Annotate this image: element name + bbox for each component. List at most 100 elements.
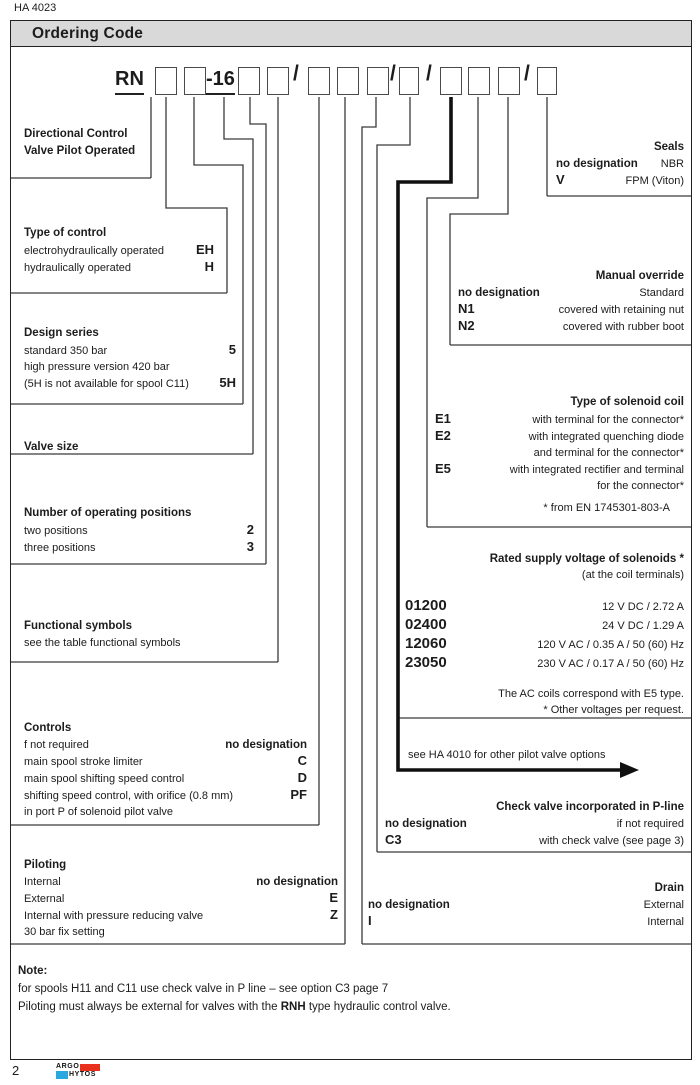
section-seals: Seals no designation NBR V FPM (Viton) [556,139,684,189]
section-operating-positions: Number of operating positions two positi… [24,505,254,556]
section-manual-override: Manual override no designation Standard N… [458,268,684,335]
option-label: f not required [24,739,89,751]
code-box-11 [498,67,520,95]
note-title: Note: [18,965,48,977]
option-label: main spool shifting speed control [24,773,185,785]
option-row: shifting speed control, with orifice (0.… [24,787,307,804]
option-description: covered with rubber boot [562,321,684,333]
voltage-row: 02400 24 V DC / 1.29 A [405,616,684,635]
option-code: H [204,259,214,274]
option-label: (5H is not available for spool C11) [24,378,189,390]
option-code: no designation [458,287,540,299]
option-description: with check valve (see page 3) [539,835,684,847]
option-row: main spool shifting speed control D [24,770,307,787]
option-label: standard 350 bar [24,345,108,357]
option-row: I Internal [368,913,684,930]
option-label: Internal [24,876,61,888]
code-box-12 [537,67,557,95]
section-supply-voltage: Rated supply voltage of solenoids * (at … [405,551,684,718]
logo-red-rect-icon [80,1063,101,1071]
code-separator-3: / [426,62,432,85]
option-row: V FPM (Viton) [556,172,684,189]
option-label: main spool stroke limiter [24,756,143,768]
section-design-series: Design series standard 350 bar 5 high pre… [24,325,236,392]
note-line-1: for spools H11 and C11 use check valve i… [18,983,389,995]
logo-text-argo: ARGO [56,1063,80,1070]
note-block: Note: for spools H11 and C11 use check v… [18,962,638,1016]
section-directional-control: Directional Control Valve Pilot Operated [24,126,135,160]
option-row: External E [24,890,338,907]
option-code: 2 [246,522,254,537]
option-row: N2 covered with rubber boot [458,318,684,335]
code-box-4 [267,67,289,95]
section-title: Piloting [24,859,67,871]
option-row: E1 with terminal for the connector* [435,411,684,428]
section-subtitle: (at the coil terminals) [581,569,684,581]
voltage-code: 23050 [405,654,447,671]
option-code: E2 [435,428,451,443]
voltage-code: 12060 [405,635,447,652]
option-code: Z [330,907,338,922]
option-row: f not required no designation [24,737,307,753]
option-code: 5H [219,375,236,390]
section-valve-size: Valve size [24,439,78,456]
section-title-line2: Valve Pilot Operated [24,145,136,157]
option-row: no designation Standard [458,285,684,301]
argo-hytos-logo: ARGO HYTOS [56,1063,101,1079]
pilot-options-text: see HA 4010 for other pilot valve option… [408,749,606,761]
section-solenoid-coil: Type of solenoid coil E1 with terminal fo… [435,394,684,516]
option-code: I [368,913,372,928]
section-title: Seals [653,141,684,153]
option-label: two positions [24,525,88,537]
option-code: PF [290,787,307,802]
option-row: C3 with check valve (see page 3) [385,832,684,849]
option-description: with integrated quenching diode [528,431,684,443]
option-description: for the connector* [597,480,684,492]
code-separator-4: / [524,62,530,85]
option-row: 30 bar fix setting [24,924,338,940]
page-title: Ordering Code [32,25,144,42]
option-row: high pressure version 420 bar [24,359,236,375]
code-box-10 [468,67,490,95]
option-row: Internal with pressure reducing valve Z [24,907,338,924]
voltage-description: 120 V AC / 0.35 A / 50 (60) Hz [537,639,684,651]
note-line-2: Piloting must always be external for val… [18,998,638,1016]
coil-footnote: * from EN 1745301-803-A [543,502,670,514]
section-title: Rated supply voltage of solenoids * [489,553,684,565]
section-title: Number of operating positions [24,507,192,519]
option-label: electrohydraulically operated [24,245,165,257]
option-label: hydraulically operated [24,262,132,274]
option-row: (5H is not available for spool C11) 5H [24,375,236,392]
section-controls: Controls f not required no designation ma… [24,720,307,820]
option-description: NBR [660,158,684,170]
option-description: FPM (Viton) [625,175,684,187]
option-code: no designation [225,739,307,751]
option-row: electrohydraulically operated EH [24,242,214,259]
section-piloting: Piloting Internal no designation External… [24,857,338,940]
option-code: E [329,890,338,905]
voltage-row: 01200 12 V DC / 2.72 A [405,597,684,616]
document-number: HA 4023 [14,2,57,14]
option-row: in port P of solenoid pilot valve [24,804,307,820]
option-code: EH [195,242,214,257]
option-description: Standard [639,287,684,299]
option-label: in port P of solenoid pilot valve [24,806,173,818]
code-box-1 [155,67,177,95]
option-code: no designation [556,158,638,170]
section-drain: Drain no designation External I Internal [368,880,684,930]
option-row: for the connector* [435,478,684,494]
code-box-2 [184,67,206,95]
option-description: and terminal for the connector* [533,447,684,459]
voltage-code: 02400 [405,616,447,633]
option-row: no designation External [368,897,684,913]
code-size: -16 [206,65,235,95]
note-line-2-text-end: type hydraulic control valve. [305,1001,451,1013]
option-row: no designation if not required [385,816,684,832]
pilot-valve-options-note: see HA 4010 for other pilot valve option… [408,747,648,763]
section-header-bar [10,20,692,47]
voltage-note-ac: The AC coils correspond with E5 type. [498,688,684,700]
option-row: three positions 3 [24,539,254,556]
code-box-9 [440,67,462,95]
section-title: Design series [24,327,99,339]
